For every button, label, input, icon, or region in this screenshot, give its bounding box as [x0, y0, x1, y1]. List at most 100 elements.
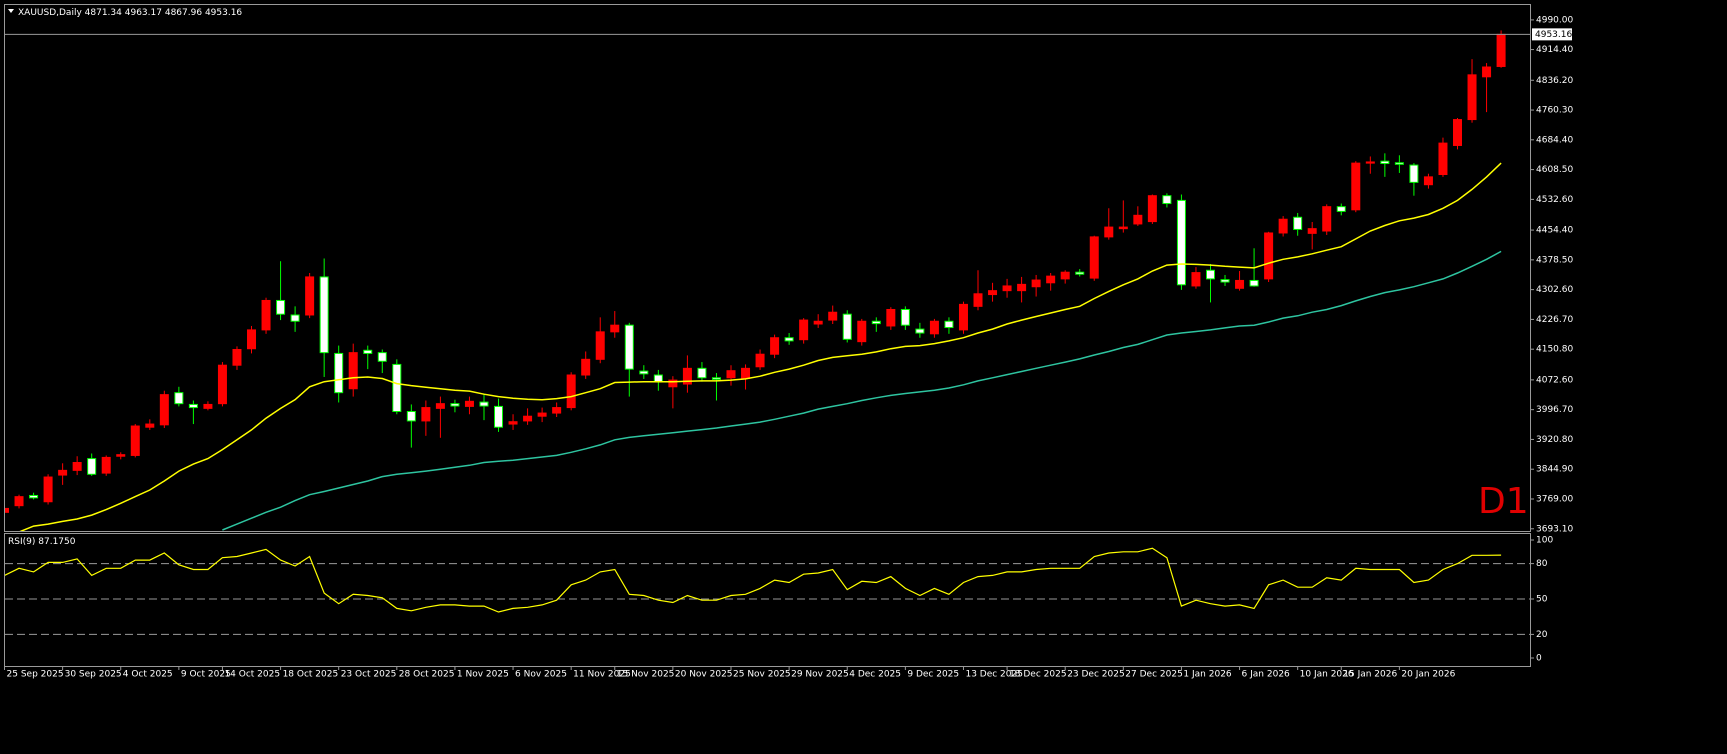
candle-body — [1336, 206, 1346, 212]
candle-body — [1046, 275, 1056, 284]
x-tick-label: 10 Jan 2026 — [1300, 670, 1354, 680]
y-tick-label: 4990.00 — [1536, 15, 1573, 25]
candle-body — [1423, 176, 1433, 186]
candle-body — [857, 320, 867, 343]
y-tick-label: 4226.70 — [1536, 315, 1573, 325]
candle-body — [1089, 236, 1099, 279]
candle-body — [1365, 161, 1375, 164]
axes: 4990.00 4914.40 4836.20 4760.30 4684.40 4608.… — [4, 15, 1573, 680]
x-tick-label: 25 Sep 2025 — [7, 670, 64, 680]
candle-body — [494, 405, 504, 428]
candle-body — [1031, 279, 1041, 288]
candle-body — [1002, 285, 1012, 292]
candle-body — [450, 403, 460, 407]
candle-body — [871, 320, 881, 325]
main-panel-frame — [4, 4, 1531, 532]
high-value: 4963.17 — [125, 8, 162, 18]
candle-body — [392, 363, 402, 413]
candle-body — [305, 276, 315, 316]
candle-body — [711, 377, 721, 380]
candle-body — [101, 456, 111, 474]
rsi-panel-frame — [4, 533, 1531, 667]
x-tick-label: 6 Jan 2026 — [1242, 670, 1290, 680]
candle-body — [464, 400, 474, 407]
candle-body — [1293, 216, 1303, 230]
y-tick-label: 3920.80 — [1536, 435, 1573, 445]
x-tick-label: 18 Oct 2025 — [283, 670, 339, 680]
candle-body — [929, 320, 939, 335]
candle-body — [363, 349, 373, 354]
candle-body — [842, 313, 852, 340]
rsi-header: RSI(9) 87.1750 — [8, 537, 76, 547]
candle-body — [828, 311, 838, 321]
candle-body — [159, 394, 169, 426]
y-tick-label: 3996.70 — [1536, 405, 1573, 415]
candle-body — [1205, 269, 1215, 280]
candle-body — [915, 328, 925, 334]
candle-body — [1322, 206, 1332, 232]
x-tick-label: 23 Dec 2025 — [1067, 670, 1125, 680]
candle-body — [43, 476, 53, 503]
x-tick-label: 1 Nov 2025 — [457, 670, 509, 680]
low-value: 4867.96 — [165, 8, 202, 18]
current-price-label: 4953.16 — [1535, 30, 1572, 40]
candle-body — [87, 458, 97, 475]
candle-body — [203, 403, 213, 409]
candle-body — [1147, 195, 1157, 223]
candle-body — [668, 379, 678, 388]
candle-body — [116, 454, 126, 457]
candle-body — [799, 319, 809, 341]
rsi-tick-label: 0 — [1536, 654, 1542, 664]
candle-body — [552, 407, 562, 414]
x-tick-label: 18 Dec 2025 — [1009, 670, 1067, 680]
candle-body — [1438, 142, 1448, 176]
candle-body — [1307, 228, 1317, 234]
candle-body — [610, 324, 620, 333]
x-tick-label: 6 Nov 2025 — [515, 670, 567, 680]
chart-header: XAUUSD,Daily 4871.34 4963.17 4867.96 495… — [18, 8, 242, 18]
x-tick-label: 9 Oct 2025 — [181, 670, 231, 680]
rsi-tick-label: 50 — [1536, 595, 1548, 605]
candle-body — [14, 496, 24, 507]
candle-body — [523, 415, 533, 422]
moving-average — [222, 250, 1502, 531]
candle-body — [58, 469, 68, 476]
y-tick-label: 4608.50 — [1536, 165, 1573, 175]
candle-body — [1496, 33, 1506, 67]
x-tick-label: 30 Sep 2025 — [65, 670, 122, 680]
candle-body — [973, 293, 983, 307]
y-tick-label: 4684.40 — [1536, 135, 1573, 145]
candle-body — [276, 299, 286, 315]
candle-body — [770, 337, 780, 355]
candle-body — [217, 364, 227, 405]
y-tick-label: 4454.40 — [1536, 226, 1573, 236]
candle-body — [624, 324, 634, 370]
candle-body — [1060, 271, 1070, 280]
x-tick-label: 11 Nov 2025 — [573, 670, 631, 680]
candle-body — [479, 401, 489, 407]
y-tick-label: 4378.50 — [1536, 255, 1573, 265]
rsi-plot — [5, 547, 1530, 635]
y-tick-label: 4836.20 — [1536, 76, 1573, 86]
candle-body — [682, 367, 692, 385]
rsi-tick-label: 100 — [1536, 536, 1553, 546]
candle-body — [29, 494, 39, 499]
candle-body — [348, 352, 358, 390]
candle-body — [5, 507, 9, 513]
candle-body — [1467, 74, 1477, 121]
candle-body — [1075, 271, 1085, 275]
candle-body — [1482, 66, 1492, 78]
y-tick-label: 4302.60 — [1536, 285, 1573, 295]
candle-body — [1133, 214, 1143, 225]
candle-body — [130, 425, 140, 456]
candle-body — [1394, 162, 1404, 165]
candle-body — [232, 349, 242, 366]
candle-body — [958, 303, 968, 331]
x-tick-label: 4 Oct 2025 — [123, 670, 173, 680]
candle-body — [1176, 199, 1186, 286]
x-tick-label: 20 Jan 2026 — [1401, 670, 1455, 680]
candle-body — [944, 320, 954, 329]
x-tick-label: 23 Oct 2025 — [341, 670, 397, 680]
candle-body — [1351, 162, 1361, 211]
candle-body — [1017, 283, 1027, 292]
